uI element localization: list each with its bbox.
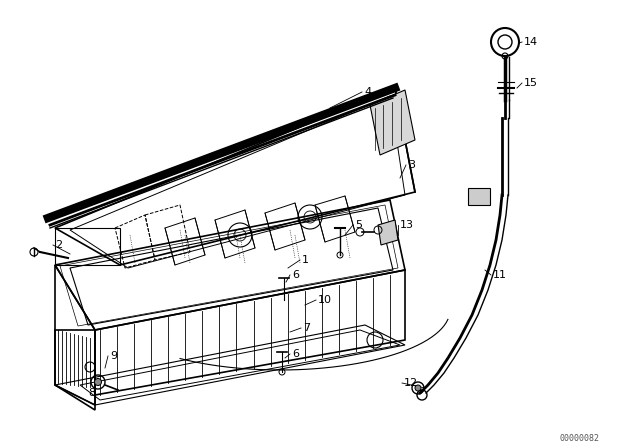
Text: 13: 13 (400, 220, 414, 230)
Text: 6: 6 (292, 349, 299, 359)
Text: 1: 1 (302, 255, 309, 265)
Text: 10: 10 (318, 295, 332, 305)
Text: 4: 4 (364, 87, 371, 97)
Text: 00000082: 00000082 (560, 434, 600, 443)
Circle shape (415, 385, 421, 391)
Polygon shape (468, 188, 490, 205)
Text: 2: 2 (55, 240, 62, 250)
Text: 11: 11 (493, 270, 507, 280)
Text: 6: 6 (292, 270, 299, 280)
Text: 9: 9 (110, 351, 117, 361)
Text: 14: 14 (524, 37, 538, 47)
Text: 8: 8 (88, 388, 95, 398)
Text: 7: 7 (303, 323, 310, 333)
Text: 15: 15 (524, 78, 538, 88)
Text: 5: 5 (355, 220, 362, 230)
Polygon shape (370, 90, 415, 155)
Text: 3: 3 (408, 160, 415, 170)
Circle shape (95, 379, 102, 385)
Polygon shape (378, 220, 398, 245)
Text: 12: 12 (404, 378, 418, 388)
